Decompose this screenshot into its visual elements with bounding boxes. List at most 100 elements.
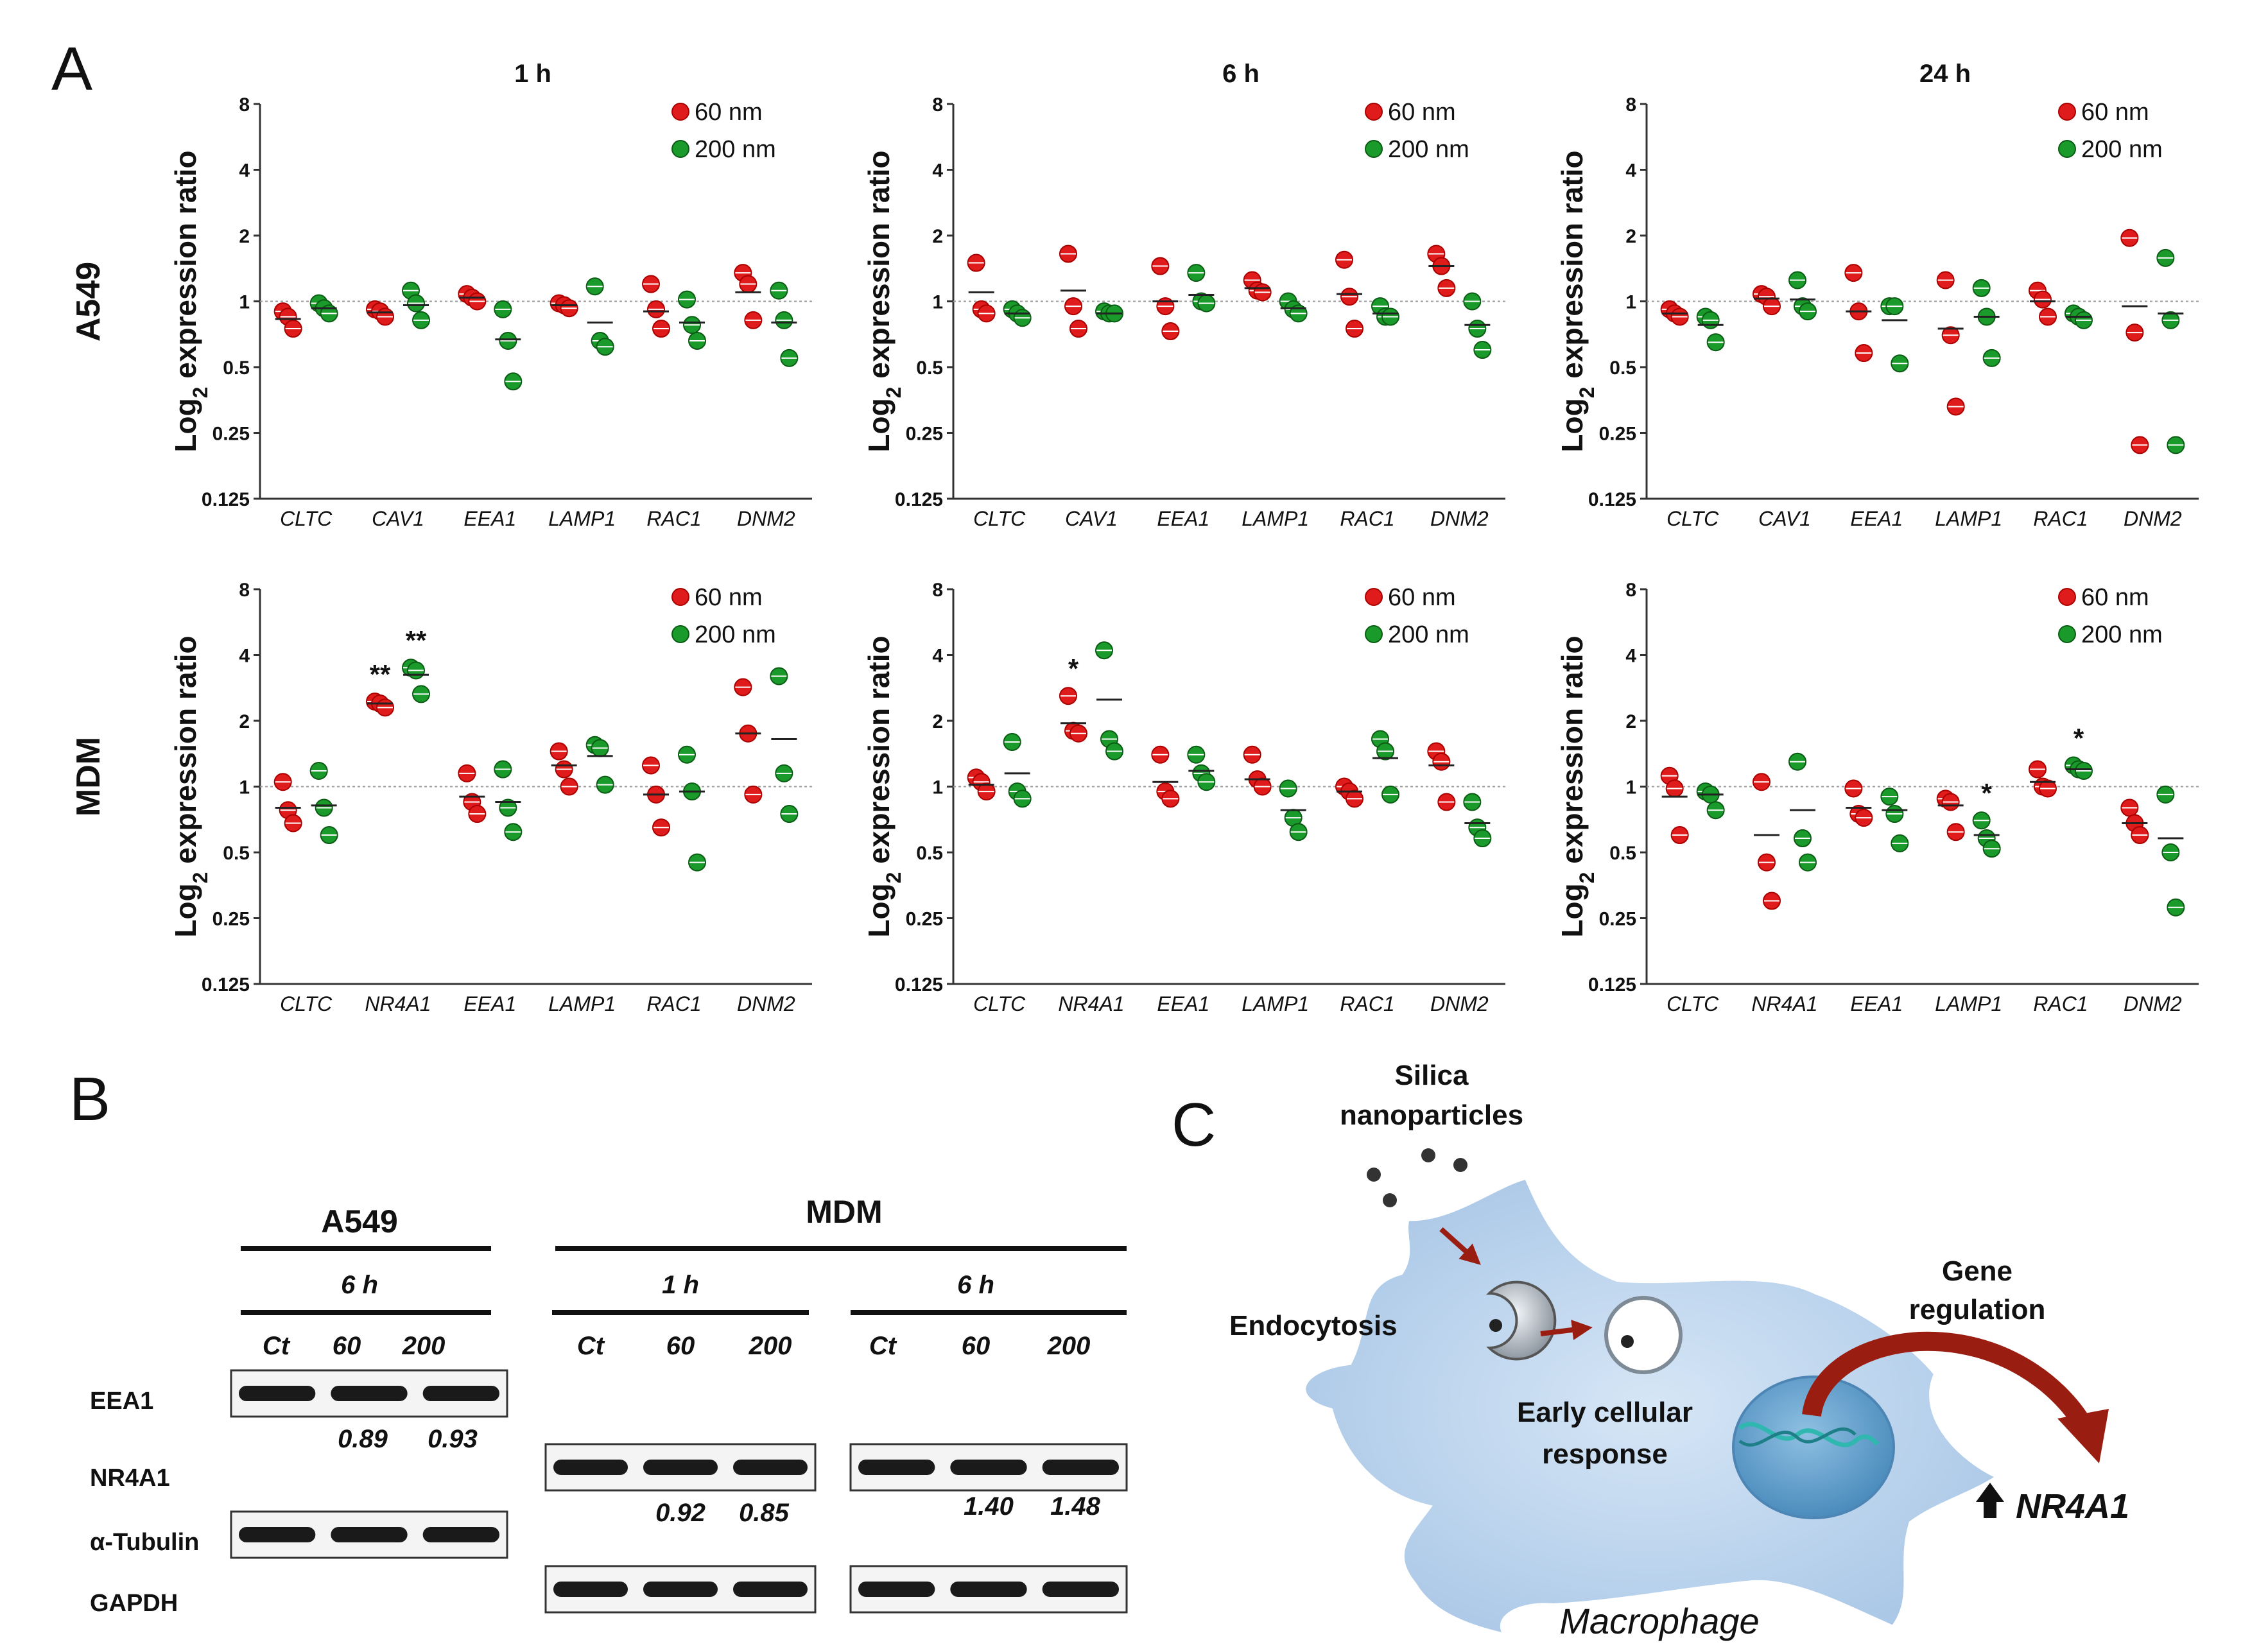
blot-row-nr4a1: NR4A1: [90, 1465, 170, 1492]
y-tick-label: 0.125: [202, 489, 250, 510]
y-tick-label: 8: [239, 580, 250, 601]
label-nanoparticles: nanoparticles: [1340, 1099, 1523, 1131]
band: [331, 1386, 408, 1401]
blot-row-gapdh: GAPDH: [90, 1590, 178, 1617]
x-category-label: CLTC: [1666, 507, 1719, 530]
label-endocytosis: Endocytosis: [1229, 1310, 1398, 1341]
legend-label-60nm: 60 nm: [695, 584, 763, 611]
y-tick-label: 0.25: [212, 424, 250, 445]
legend-label-200nm: 200 nm: [2081, 621, 2163, 648]
y-tick-label: 0.5: [916, 843, 943, 864]
x-category-label: LAMP1: [548, 507, 616, 530]
x-category-label: CLTC: [1666, 992, 1719, 1015]
label-gene: Gene: [1942, 1255, 2013, 1287]
x-category-label: LAMP1: [1242, 507, 1309, 530]
y-tick-label: 1: [932, 777, 943, 798]
band: [643, 1460, 718, 1475]
time-title-24h: 24 h: [1919, 60, 1971, 88]
y-tick-label: 1: [932, 292, 943, 313]
x-category-label: LAMP1: [1242, 992, 1309, 1015]
dna-helix: [1738, 1427, 1857, 1447]
gene-regulation-arrowhead: [2057, 1409, 2109, 1463]
y-tick-label: 1: [1625, 292, 1636, 313]
y-tick-label: 2: [1625, 711, 1636, 732]
legend-label-60nm: 60 nm: [1388, 99, 1456, 126]
x-category-label: NR4A1: [1751, 992, 1817, 1015]
time-title-6h: 6 h: [1222, 60, 1260, 88]
legend-label-200nm: 200 nm: [1388, 136, 1469, 163]
up-arrow-icon: [1976, 1483, 2004, 1518]
y-tick-label: 4: [932, 160, 943, 182]
x-category-label: RAC1: [646, 992, 701, 1015]
lane-label: Ct: [869, 1332, 897, 1360]
significance-stars: **: [370, 659, 391, 689]
y-tick-label: 4: [932, 646, 943, 667]
y-tick-label: 2: [932, 226, 943, 247]
legend-label-200nm: 200 nm: [2081, 136, 2163, 163]
legend-marker-60nm: [2058, 588, 2076, 606]
y-axis-label: Log2 expression ratio: [169, 635, 212, 937]
legend-marker-60nm: [1365, 588, 1383, 606]
legend-label-60nm: 60 nm: [695, 99, 763, 126]
y-tick-label: 0.125: [895, 489, 943, 510]
y-tick-label: 4: [239, 646, 250, 667]
lane-label: 200: [402, 1332, 446, 1360]
y-tick-label: 0.25: [1599, 909, 1636, 930]
y-axis-label: Log2 expression ratio: [1555, 635, 1598, 937]
band: [733, 1582, 808, 1597]
lane-label: 200: [749, 1332, 792, 1360]
band: [950, 1460, 1027, 1475]
x-category-label: CAV1: [1758, 507, 1811, 530]
band: [553, 1582, 628, 1597]
lane-label: Ct: [577, 1332, 605, 1360]
gene-regulation-arrow: [1802, 1331, 2091, 1430]
blot-mdm-time-1h: 1 h: [662, 1271, 699, 1299]
band: [1042, 1582, 1119, 1597]
band: [858, 1460, 935, 1475]
legend-label-200nm: 200 nm: [695, 136, 776, 163]
endosome-particle: [1621, 1335, 1634, 1348]
y-tick-label: 0.5: [1609, 358, 1636, 379]
dna-helix: [1738, 1422, 1880, 1447]
label-early-response-2: response: [1542, 1438, 1668, 1470]
nanoparticle: [1367, 1168, 1381, 1182]
y-axis-label: Log2 expression ratio: [862, 150, 905, 452]
nanoparticle: [1453, 1158, 1467, 1172]
x-category-label: CLTC: [280, 992, 333, 1015]
x-category-label: RAC1: [2033, 992, 2088, 1015]
x-category-label: CAV1: [1065, 507, 1118, 530]
y-tick-label: 0.25: [906, 424, 943, 445]
y-axis-label: Log2 expression ratio: [862, 635, 905, 937]
legend-marker-60nm: [671, 103, 689, 121]
band: [422, 1527, 499, 1542]
y-tick-label: 8: [932, 94, 943, 116]
western-blot: A549 6 h MDM 1 h 6 h EEA1 NR4A1 α-Tubuli…: [90, 1194, 1128, 1617]
x-category-label: CAV1: [372, 507, 424, 530]
band: [643, 1582, 718, 1597]
y-tick-label: 1: [239, 292, 250, 313]
y-tick-label: 8: [1625, 580, 1636, 601]
y-tick-label: 0.125: [202, 974, 250, 996]
lane-label: 60: [666, 1332, 695, 1360]
y-tick-label: 0.125: [895, 974, 943, 996]
x-category-label: DNM2: [737, 507, 795, 530]
y-tick-label: 0.5: [223, 358, 250, 379]
x-category-label: CLTC: [973, 507, 1026, 530]
label-nr4a1: NR4A1: [2016, 1487, 2129, 1526]
y-tick-label: 1: [1625, 777, 1636, 798]
y-axis-label: Log2 expression ratio: [169, 150, 212, 452]
band: [239, 1527, 316, 1542]
panel-label-b: B: [69, 1065, 110, 1134]
time-title-1h: 1 h: [514, 60, 551, 88]
x-category-label: EEA1: [1157, 507, 1209, 530]
blot-a549-title: A549: [321, 1203, 398, 1239]
early-endosome: [1604, 1296, 1683, 1374]
y-axis-label: Log2 expression ratio: [1555, 150, 1598, 452]
legend-label-200nm: 200 nm: [695, 621, 776, 648]
chart-a549-6-h: 8 4 2 1 0.5 0.25 0.125 Log2 expression ratio 60 …: [862, 94, 1505, 530]
y-tick-label: 0.125: [1588, 974, 1636, 996]
row-label-a549: A549: [70, 262, 107, 341]
trafficking-arrow: [1540, 1320, 1593, 1340]
y-tick-label: 0.5: [223, 843, 250, 864]
lane-label: 200: [1047, 1332, 1091, 1360]
